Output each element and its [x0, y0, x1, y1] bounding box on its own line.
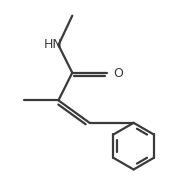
Text: HN: HN: [44, 38, 62, 51]
Text: O: O: [113, 67, 123, 80]
